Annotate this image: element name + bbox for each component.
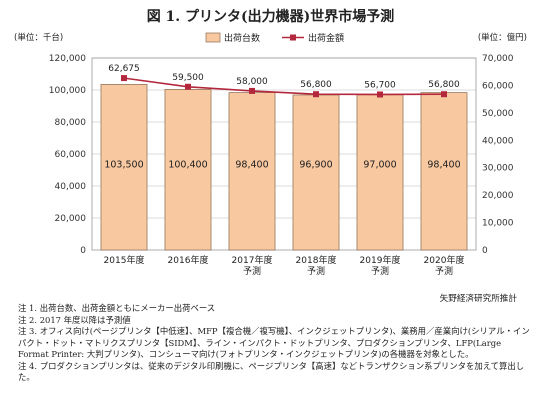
left-tick-label: 0 xyxy=(80,246,86,256)
left-axis-unit: (単位：千台) xyxy=(14,32,63,43)
bar xyxy=(292,94,340,251)
bar-value-label: 103,500 xyxy=(104,159,143,170)
bar-value-label: 98,400 xyxy=(427,159,460,170)
note-2: 注 2. 2017 年度以降は予測値 xyxy=(18,314,131,325)
line-value-label: 56,800 xyxy=(300,80,332,90)
note-3: 注 3. オフィス向け(ページプリンタ【中低速】、MFP【複合機／複写機】、イン… xyxy=(18,326,530,359)
line-point xyxy=(249,87,255,94)
line-series xyxy=(123,77,445,96)
bar xyxy=(228,92,276,251)
category-label: 2020年度予測 xyxy=(424,254,465,277)
right-tick-label: 40,000 xyxy=(482,136,514,146)
legend-line-label: 出荷金額 xyxy=(308,32,344,44)
line-value-label: 56,800 xyxy=(428,80,460,90)
line-point xyxy=(185,83,191,90)
bar xyxy=(100,84,148,251)
category-label: 2015年度 xyxy=(104,254,145,266)
right-tick-label: 60,000 xyxy=(482,81,514,91)
bar-value-label: 98,400 xyxy=(235,159,268,170)
category-label: 2016年度 xyxy=(168,254,209,266)
source-credit: 矢野経済研究所推計 xyxy=(439,294,517,304)
line-point xyxy=(121,75,127,82)
right-tick-label: 0 xyxy=(482,246,488,256)
right-tick-label: 10,000 xyxy=(482,219,514,229)
line-value-label: 59,500 xyxy=(172,73,204,83)
line-value-label: 58,000 xyxy=(236,77,268,87)
bar-value-label: 96,900 xyxy=(299,159,332,170)
right-tick-label: 50,000 xyxy=(482,109,514,119)
category-label: 2017年度予測 xyxy=(232,254,273,277)
left-tick-label: 80,000 xyxy=(55,118,87,128)
line-value-label: 56,700 xyxy=(364,80,396,90)
left-tick-label: 120,000 xyxy=(49,54,86,64)
line-point xyxy=(441,91,447,98)
line-point xyxy=(377,91,383,98)
right-tick-label: 20,000 xyxy=(482,191,514,201)
note-4: 注 4. プロダクションプリンタは、従来のデジタル印刷機に、ページプリンタ【高速… xyxy=(18,360,525,383)
category-label: 2018年度予測 xyxy=(296,254,337,277)
note-1: 注 1. 出荷台数、出荷金額ともにメーカー出荷ベース xyxy=(18,303,216,313)
left-tick-label: 40,000 xyxy=(55,182,87,192)
bar xyxy=(164,89,212,251)
chart-title: 図 1. プリンタ(出力機器)世界市場予測 xyxy=(146,9,395,25)
left-tick-label: 100,000 xyxy=(49,86,86,96)
line-point xyxy=(313,91,319,98)
notes: 注 1. 出荷台数、出荷金額ともにメーカー出荷ベース 注 2. 2017 年度以… xyxy=(18,303,530,384)
right-tick-label: 30,000 xyxy=(482,164,514,174)
legend-bar-label: 出荷台数 xyxy=(224,32,260,44)
chart: 0 20,000 40,000 60,000 80,000 100,000 120,000 0… xyxy=(14,32,527,277)
bar-value-label: 97,000 xyxy=(363,159,396,170)
category-label: 2019年度予測 xyxy=(360,254,401,277)
bar-value-label: 100,400 xyxy=(168,159,207,170)
left-tick-label: 60,000 xyxy=(55,150,87,160)
right-axis-unit: (単位：億円) xyxy=(478,32,527,43)
legend-bar-swatch xyxy=(205,32,221,43)
legend-line-marker xyxy=(290,34,296,41)
plot-frame xyxy=(91,57,477,251)
right-tick-label: 70,000 xyxy=(482,54,514,64)
left-tick-label: 20,000 xyxy=(55,214,87,224)
line-value-label: 62,675 xyxy=(108,64,140,74)
bar xyxy=(420,92,468,251)
bar xyxy=(356,94,404,251)
